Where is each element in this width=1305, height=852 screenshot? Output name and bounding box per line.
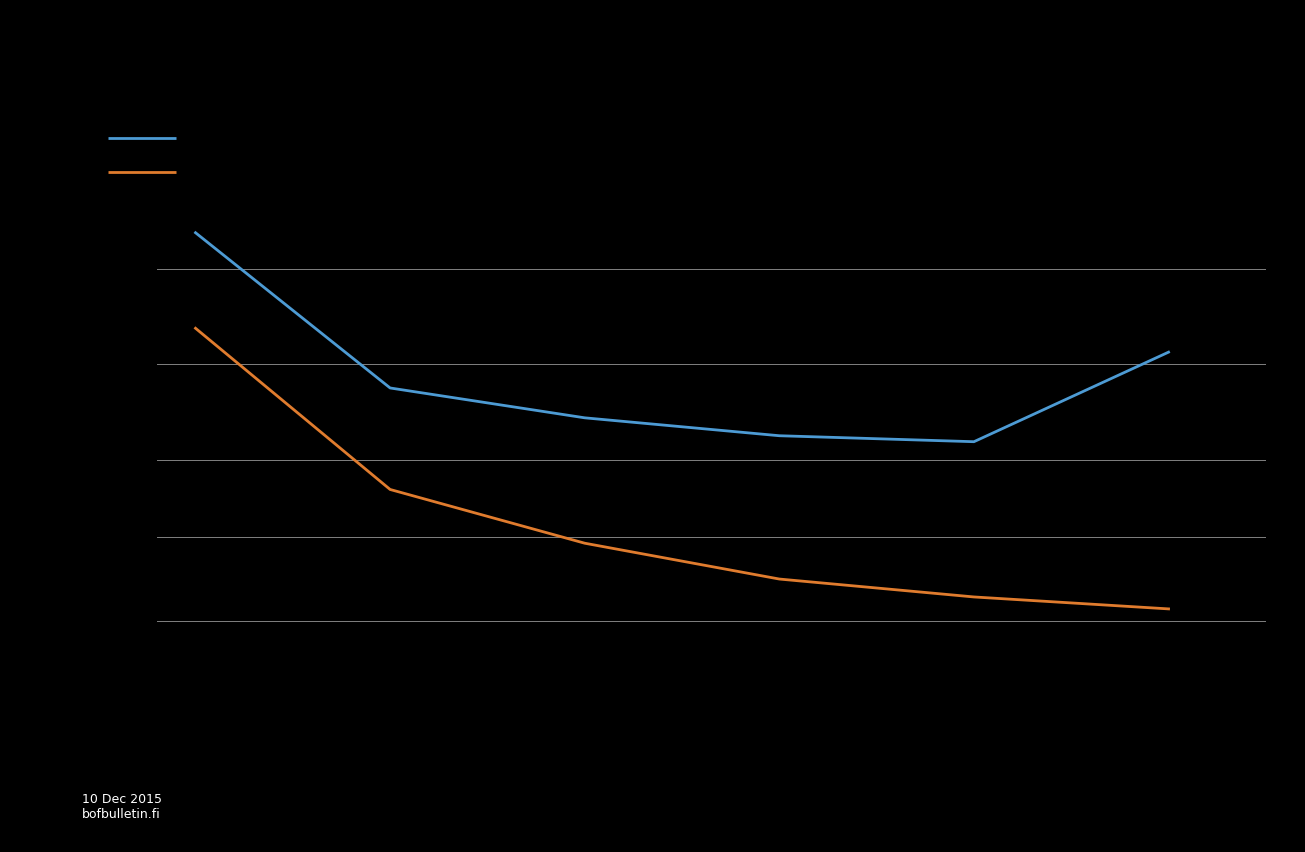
Text: 10 Dec 2015
bofbulletin.fi: 10 Dec 2015 bofbulletin.fi [82, 792, 162, 820]
